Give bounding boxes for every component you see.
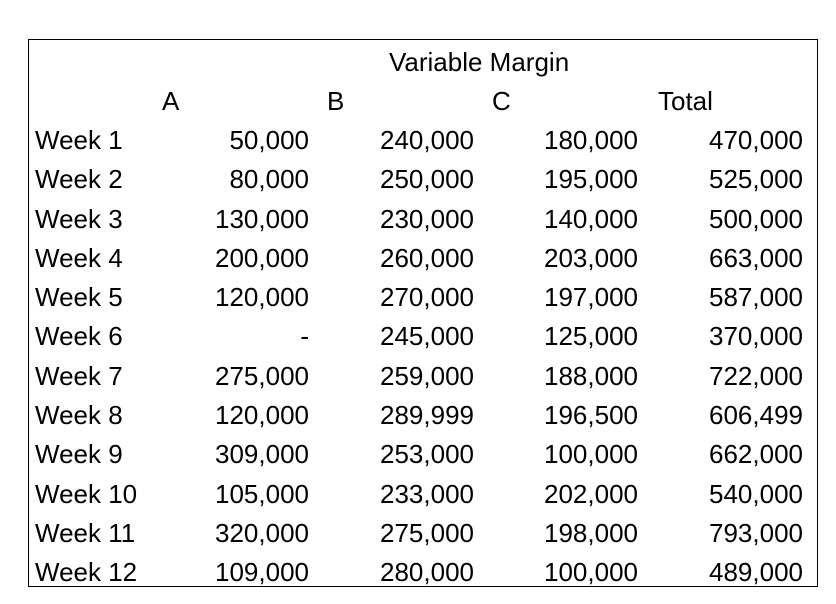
cell-a: 320,000	[215, 517, 309, 548]
column-header-total: Total	[658, 86, 713, 116]
cell-a: 130,000	[215, 203, 309, 234]
cell-a: 80,000	[229, 164, 309, 195]
cell-total: 662,000	[709, 439, 803, 470]
cell-b: 250,000	[380, 164, 474, 195]
cell-c: 202,000	[544, 478, 638, 509]
row-label: Week 7	[35, 360, 123, 391]
row-label: Week 5	[35, 282, 123, 313]
row-label: Week 11	[35, 517, 136, 548]
table-title: Variable Margin	[389, 47, 570, 77]
cell-a: 120,000	[215, 282, 309, 313]
column-header-a: A	[162, 86, 180, 116]
table-row: Week 2 80,000 250,000 195,000 525,000	[29, 160, 817, 199]
cell-c: 188,000	[544, 360, 638, 391]
table-row: Week 4 200,000 260,000 203,000 663,000	[29, 239, 817, 278]
cell-c: 197,000	[544, 282, 638, 313]
cell-a: 275,000	[215, 360, 309, 391]
cell-total: 370,000	[709, 321, 803, 352]
row-label: Week 2	[35, 164, 123, 195]
table-row: Week 6 - 245,000 125,000 370,000	[29, 317, 817, 356]
cell-c: 203,000	[544, 242, 638, 273]
table-row: Week 11 320,000 275,000 198,000 793,000	[29, 514, 817, 553]
cell-total: 722,000	[709, 360, 803, 391]
table-row: Week 7 275,000 259,000 188,000 722,000	[29, 357, 817, 396]
table-row: Week 1 50,000 240,000 180,000 470,000	[29, 121, 817, 160]
cell-a: 200,000	[215, 242, 309, 273]
cell-b: 240,000	[380, 125, 474, 155]
cell-b: 275,000	[380, 517, 474, 548]
table-row: Week 3 130,000 230,000 140,000 500,000	[29, 200, 817, 239]
column-header-c: C	[492, 86, 511, 116]
cell-b: 259,000	[380, 360, 474, 391]
row-label: Week 8	[35, 400, 123, 431]
cell-c: 196,500	[544, 400, 638, 431]
table-row: Week 8 120,000 289,999 196,500 606,499	[29, 396, 817, 435]
cell-c: 180,000	[544, 125, 638, 155]
cell-total: 540,000	[709, 478, 803, 509]
cell-b: 260,000	[380, 242, 474, 273]
cell-b: 233,000	[380, 478, 474, 509]
cell-b: 253,000	[380, 439, 474, 470]
table-row: Week 5 120,000 270,000 197,000 587,000	[29, 278, 817, 317]
cell-a: 109,000	[215, 557, 309, 588]
table-row: Week 12 109,000 280,000 100,000 489,000	[29, 553, 817, 592]
column-header-row: A B C Total	[29, 82, 817, 120]
cell-total: 489,000	[709, 557, 803, 588]
cell-total: 500,000	[709, 203, 803, 234]
cell-a: 50,000	[229, 125, 309, 155]
cell-a: 309,000	[215, 439, 309, 470]
row-label: Week 6	[35, 321, 123, 352]
cell-a: 105,000	[215, 478, 309, 509]
row-label: Week 3	[35, 203, 123, 234]
row-label: Week 10	[35, 478, 138, 509]
row-label: Week 9	[35, 439, 123, 470]
cell-b: 280,000	[380, 557, 474, 588]
table-row: Week 9 309,000 253,000 100,000 662,000	[29, 435, 817, 474]
cell-total: 663,000	[709, 242, 803, 273]
cell-b: 230,000	[380, 203, 474, 234]
cell-c: 140,000	[544, 203, 638, 234]
cell-a: -	[300, 321, 309, 352]
cell-b: 270,000	[380, 282, 474, 313]
row-label: Week 12	[35, 557, 138, 588]
table-body: Week 1 50,000 240,000 180,000 470,000 Week 2 8…	[29, 121, 817, 593]
table-title-row: Variable Margin	[29, 43, 817, 81]
row-label: Week 1	[35, 125, 123, 155]
cell-total: 525,000	[709, 164, 803, 195]
table-row: Week 10 105,000 233,000 202,000 540,000	[29, 475, 817, 514]
cell-b: 245,000	[380, 321, 474, 352]
cell-a: 120,000	[215, 400, 309, 431]
cell-c: 125,000	[544, 321, 638, 352]
row-label: Week 4	[35, 242, 123, 273]
variable-margin-table: Variable Margin A B C Total Week 1 50,000…	[28, 39, 818, 587]
cell-total: 793,000	[709, 517, 803, 548]
cell-c: 195,000	[544, 164, 638, 195]
cell-total: 606,499	[709, 400, 803, 431]
cell-total: 470,000	[709, 125, 803, 155]
cell-total: 587,000	[709, 282, 803, 313]
cell-c: 100,000	[544, 439, 638, 470]
cell-c: 100,000	[544, 557, 638, 588]
cell-b: 289,999	[380, 400, 474, 431]
column-header-b: B	[327, 86, 345, 116]
cell-c: 198,000	[544, 517, 638, 548]
